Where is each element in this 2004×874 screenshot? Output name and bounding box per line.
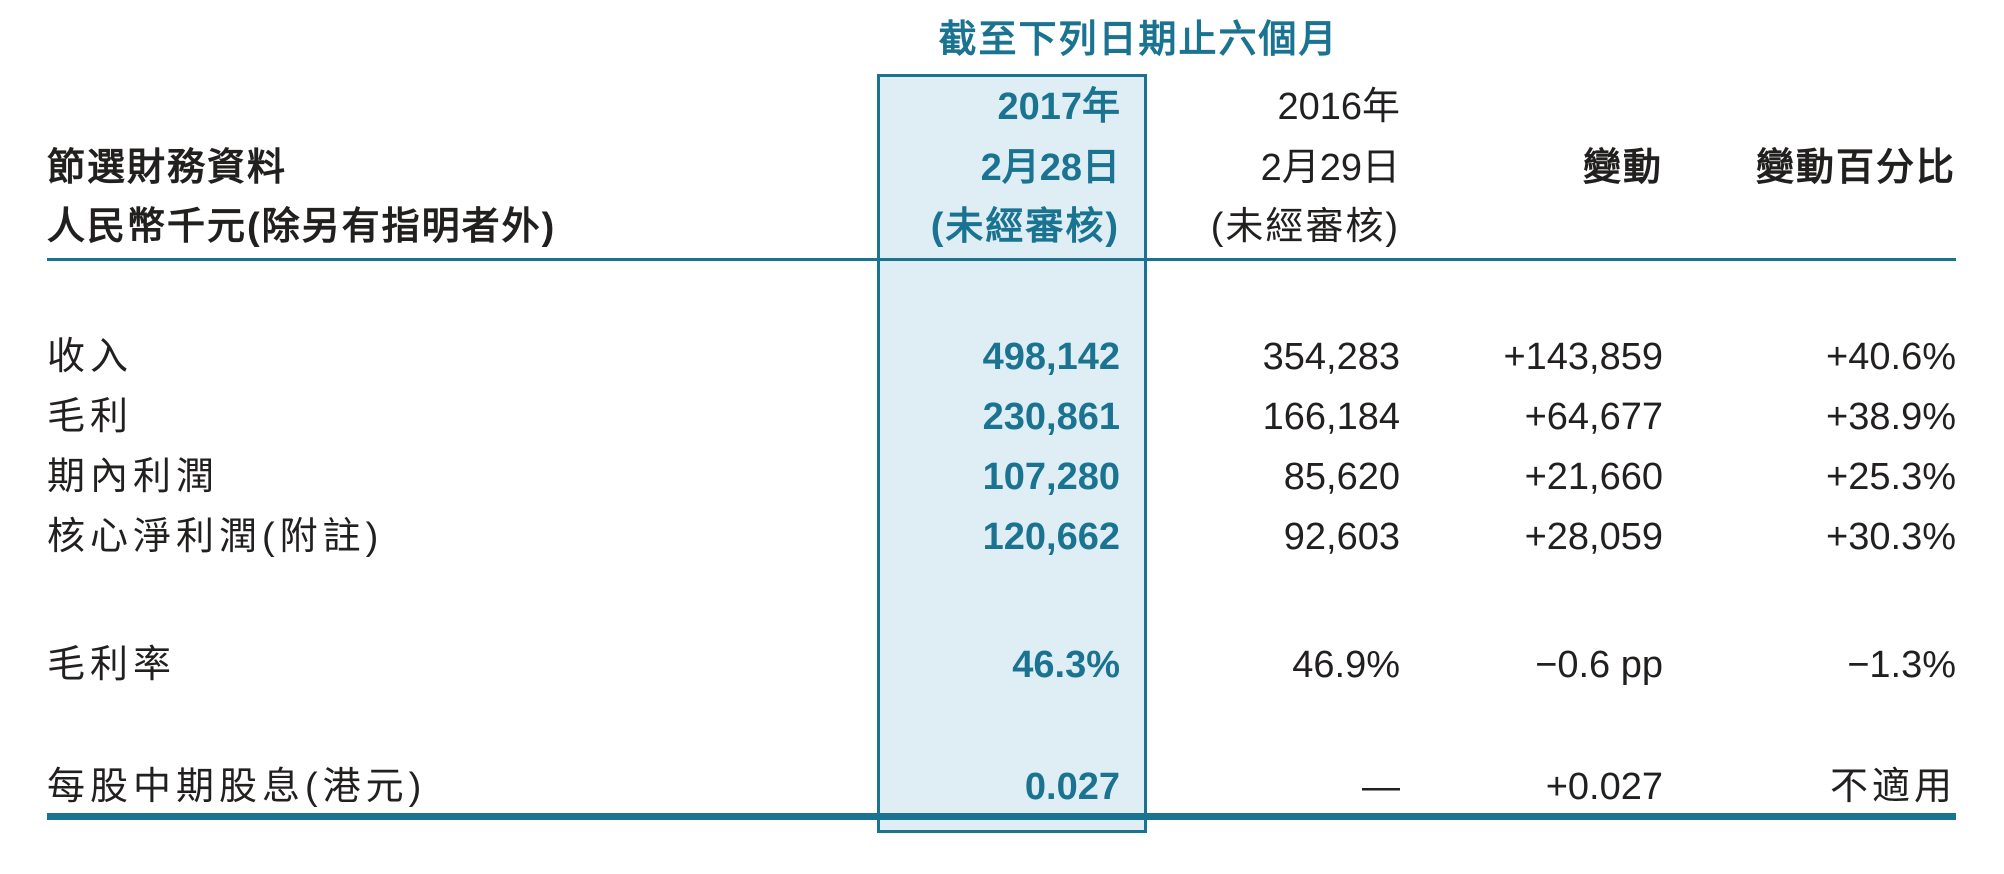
value-2017: 46.3% [1012,644,1120,686]
value-change-pct: +30.3% [1826,516,1956,558]
header-2017-unaudited: (未經審核) [930,206,1120,248]
value-change: −0.6 pp [1535,644,1663,686]
value-change: +64,677 [1524,396,1663,438]
value-change-pct: +40.6% [1826,336,1956,378]
value-change: +143,859 [1503,336,1663,378]
table-row-gross-margin: 毛利率 46.3% 46.9% −0.6 pp −1.3% [0,644,2004,686]
value-change-pct: −1.3% [1847,644,1956,686]
table-row-gross-profit: 毛利 230,861 166,184 +64,677 +38.9% [0,396,2004,438]
table-bottom-rule [47,813,1956,820]
header-divider-rule [47,258,1956,261]
value-2017: 0.027 [1024,766,1120,808]
row-label: 每股中期股息(港元) [47,766,427,808]
header-line-1: 2017年 2016年 [0,86,2004,128]
row-label: 毛利率 [47,644,177,686]
header-2017-year: 2017年 [997,86,1120,128]
value-change: +28,059 [1524,516,1663,558]
row-label: 毛利 [47,396,134,438]
header-line-2: 節選財務資料 2月28日 2月29日 變動 變動百分比 [0,147,2004,189]
table-row-core-net-profit: 核心淨利潤(附註) 120,662 92,603 +28,059 +30.3% [0,516,2004,558]
row-label: 期內利潤 [47,456,220,498]
value-2017: 120,662 [982,516,1120,558]
table-title: 截至下列日期止六個月 [938,19,1339,61]
value-2016: 92,603 [1283,516,1400,558]
header-line-3: 人民幣千元(除另有指明者外) (未經審核) (未經審核) [0,206,2004,248]
row-label: 核心淨利潤(附註) [47,516,384,558]
header-2017-date: 2月28日 [980,147,1120,189]
value-change-pct: 不適用 [1829,766,1956,808]
table-row-interim-dividend: 每股中期股息(港元) 0.027 — +0.027 不適用 [0,766,2004,808]
value-change: +0.027 [1545,766,1663,808]
value-2017: 230,861 [982,396,1120,438]
header-2016-year: 2016年 [1277,86,1400,128]
header-change-pct-column: 變動百分比 [1755,147,1956,189]
value-change-pct: +38.9% [1826,396,1956,438]
value-change: +21,660 [1524,456,1663,498]
value-2016: 166,184 [1262,396,1400,438]
table-row-revenue: 收入 498,142 354,283 +143,859 +40.6% [0,336,2004,378]
value-change-pct: +25.3% [1826,456,1956,498]
header-2016-date: 2月29日 [1260,147,1400,189]
header-2016-unaudited: (未經審核) [1210,206,1400,248]
value-2017: 107,280 [982,456,1120,498]
value-2016: — [1362,766,1400,808]
value-2016: 354,283 [1262,336,1400,378]
header-row-label-line2: 人民幣千元(除另有指明者外) [47,206,557,248]
row-label: 收入 [47,336,134,378]
value-2016: 46.9% [1292,644,1400,686]
value-2016: 85,620 [1283,456,1400,498]
highlight-column-fill [877,74,1147,833]
header-row-label-line1: 節選財務資料 [47,147,288,189]
header-change-column: 變動 [1582,147,1663,189]
table-row-period-profit: 期內利潤 107,280 85,620 +21,660 +25.3% [0,456,2004,498]
value-2017: 498,142 [982,336,1120,378]
